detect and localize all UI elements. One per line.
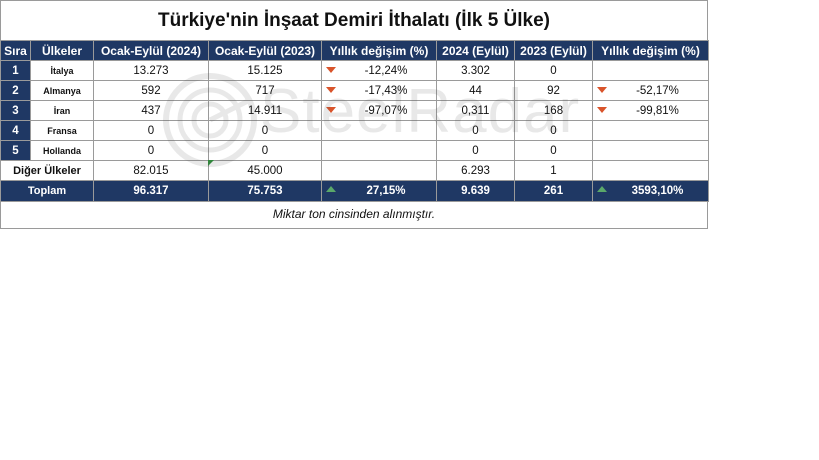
down-arrow-icon <box>326 107 336 113</box>
table-row: 3 İran 437 14.911 -97,07% 0,311 168 -99,… <box>0 100 709 121</box>
import-table: Sıra Ülkeler Ocak-Eylül (2024) Ocak-Eylü… <box>0 40 709 202</box>
ytd-change-cell: -97,07% <box>321 100 437 121</box>
ytd-2024-total: 96.317 <box>93 180 209 202</box>
total-label: Toplam <box>0 180 94 202</box>
ytd-2024-cell: 82.015 <box>93 160 209 181</box>
sep-change-cell <box>592 60 709 81</box>
down-arrow-icon <box>326 67 336 73</box>
rank-cell: 2 <box>0 80 31 101</box>
table-title: Türkiye'nin İnşaat Demiri İthalatı (İlk … <box>0 0 708 40</box>
header-ytd-change: Yıllık değişim (%) <box>321 40 437 61</box>
ytd-2024-cell: 0 <box>93 120 209 141</box>
import-table-sheet: Türkiye'nin İnşaat Demiri İthalatı (İlk … <box>0 0 709 229</box>
ytd-2023-cell: 15.125 <box>208 60 322 81</box>
country-cell: İran <box>30 100 94 121</box>
ytd-2023-cell: 0 <box>208 140 322 161</box>
ytd-change-total-value: 27,15% <box>366 185 406 197</box>
header-sep-2024: 2024 (Eylül) <box>436 40 515 61</box>
up-arrow-icon <box>597 186 607 192</box>
sep-change-value: -52,17% <box>636 84 679 97</box>
ytd-2023-cell: 0 <box>208 120 322 141</box>
rank-cell: 1 <box>0 60 31 81</box>
sep-2024-cell: 44 <box>436 80 515 101</box>
footnote: Miktar ton cinsinden alınmıştır. <box>0 201 708 229</box>
sep-2024-cell: 0,311 <box>436 100 515 121</box>
up-arrow-icon <box>326 186 336 192</box>
ytd-2023-total: 75.753 <box>208 180 322 202</box>
ytd-2023-cell: 14.911 <box>208 100 322 121</box>
table-row: 2 Almanya 592 717 -17,43% 44 92 -52,17% <box>0 80 709 101</box>
ytd-2023-cell: 45.000 <box>208 160 322 181</box>
sep-2024-cell: 0 <box>436 140 515 161</box>
ytd-change-value: -17,43% <box>364 84 408 97</box>
sep-2023-cell: 92 <box>514 80 593 101</box>
sep-change-cell <box>592 120 709 141</box>
ytd-2024-cell: 437 <box>93 100 209 121</box>
sep-change-cell: -52,17% <box>592 80 709 101</box>
down-arrow-icon <box>597 87 607 93</box>
ytd-change-cell: -17,43% <box>321 80 437 101</box>
header-ytd-2023: Ocak-Eylül (2023) <box>208 40 322 61</box>
header-row: Sıra Ülkeler Ocak-Eylül (2024) Ocak-Eylü… <box>0 40 709 61</box>
sep-2023-cell: 0 <box>514 120 593 141</box>
other-countries-row: Diğer Ülkeler 82.015 45.000 6.293 1 <box>0 160 709 181</box>
header-country: Ülkeler <box>30 40 94 61</box>
country-cell: İtalya <box>30 60 94 81</box>
ytd-2024-cell: 13.273 <box>93 60 209 81</box>
sep-change-total-value: 3593,10% <box>631 185 684 197</box>
country-cell: Hollanda <box>30 140 94 161</box>
ytd-change-value: -12,24% <box>364 64 408 77</box>
sep-2023-total: 261 <box>514 180 593 202</box>
sep-2023-cell: 0 <box>514 140 593 161</box>
sep-2023-cell: 168 <box>514 100 593 121</box>
sep-change-value: -99,81% <box>636 104 679 117</box>
table-row: 5 Hollanda 0 0 0 0 <box>0 140 709 161</box>
ytd-change-cell <box>321 120 437 141</box>
header-ytd-2024: Ocak-Eylül (2024) <box>93 40 209 61</box>
cell-error-flag-icon <box>208 160 214 166</box>
sep-change-cell <box>592 140 709 161</box>
other-countries-label: Diğer Ülkeler <box>0 160 94 181</box>
sep-2023-cell: 1 <box>514 160 593 181</box>
country-cell: Almanya <box>30 80 94 101</box>
table-row: 1 İtalya 13.273 15.125 -12,24% 3.302 0 <box>0 60 709 81</box>
ytd-2024-cell: 0 <box>93 140 209 161</box>
ytd-2024-cell: 592 <box>93 80 209 101</box>
sep-change-total: 3593,10% <box>592 180 709 202</box>
sep-2024-total: 9.639 <box>436 180 515 202</box>
rank-cell: 5 <box>0 140 31 161</box>
sep-2024-cell: 6.293 <box>436 160 515 181</box>
ytd-change-cell <box>321 140 437 161</box>
sep-2024-cell: 3.302 <box>436 60 515 81</box>
table-row: 4 Fransa 0 0 0 0 <box>0 120 709 141</box>
sep-2023-cell: 0 <box>514 60 593 81</box>
sep-2024-cell: 0 <box>436 120 515 141</box>
ytd-change-cell <box>321 160 437 181</box>
header-sep-2023: 2023 (Eylül) <box>514 40 593 61</box>
down-arrow-icon <box>326 87 336 93</box>
header-rank: Sıra <box>0 40 31 61</box>
rank-cell: 3 <box>0 100 31 121</box>
ytd-change-value: -97,07% <box>364 104 408 117</box>
down-arrow-icon <box>597 107 607 113</box>
ytd-change-total: 27,15% <box>321 180 437 202</box>
country-cell: Fransa <box>30 120 94 141</box>
sep-change-cell <box>592 160 709 181</box>
sep-change-cell: -99,81% <box>592 100 709 121</box>
ytd-change-cell: -12,24% <box>321 60 437 81</box>
header-sep-change: Yıllık değişim (%) <box>592 40 709 61</box>
total-row: Toplam 96.317 75.753 27,15% 9.639 261 35… <box>0 180 709 202</box>
rank-cell: 4 <box>0 120 31 141</box>
ytd-2023-cell: 717 <box>208 80 322 101</box>
